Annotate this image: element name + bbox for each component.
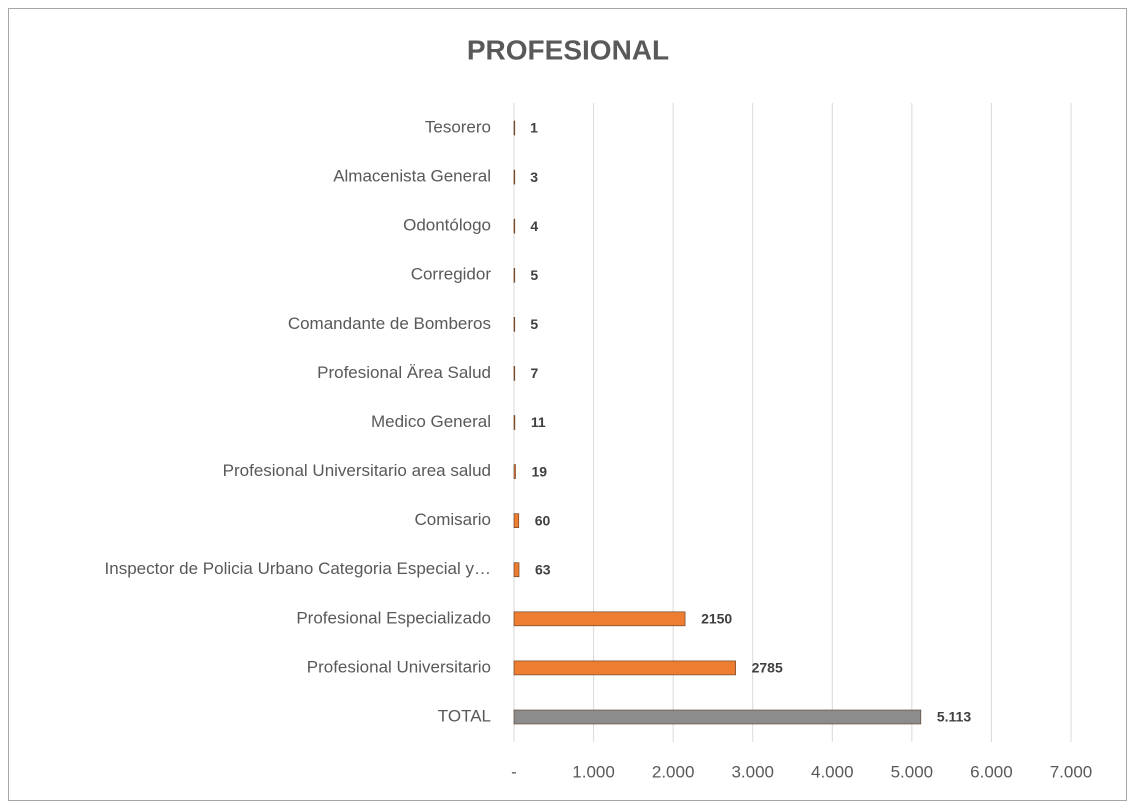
value-label: 7 xyxy=(531,365,539,381)
bar xyxy=(513,709,922,725)
bar xyxy=(513,415,516,430)
y-tick-label: Comisario xyxy=(414,510,491,529)
x-tick-label: 3.000 xyxy=(731,762,774,781)
value-label: 60 xyxy=(535,512,551,528)
bar xyxy=(513,660,736,676)
bar xyxy=(513,267,516,283)
chart-title: PROFESIONAL xyxy=(467,34,669,65)
y-tick-label: Medico General xyxy=(371,412,491,431)
chart-frame xyxy=(8,8,1127,801)
x-tick-label: - xyxy=(511,762,517,781)
value-label: 3 xyxy=(530,169,538,185)
y-tick-label: Comandante de Bomberos xyxy=(288,314,491,333)
y-tick-label: Profesional Especializado xyxy=(296,608,491,627)
value-label: 1 xyxy=(530,120,538,136)
bar xyxy=(513,513,520,528)
x-tick-label: 2.000 xyxy=(652,762,695,781)
value-label: 5 xyxy=(530,267,538,283)
y-tick-label: Profesional Ärea Salud xyxy=(317,363,491,382)
y-tick-label: Profesional Universitario xyxy=(307,657,491,676)
value-label: 5 xyxy=(530,316,538,332)
y-tick-label: TOTAL xyxy=(438,706,491,725)
x-tick-label: 1.000 xyxy=(572,762,615,781)
y-tick-label: Tesorero xyxy=(425,117,491,136)
bar xyxy=(513,218,516,234)
x-tick-label: 6.000 xyxy=(970,762,1013,781)
bar xyxy=(513,366,516,381)
bar xyxy=(513,464,516,479)
bar xyxy=(513,317,516,332)
value-label: 2150 xyxy=(701,611,732,627)
x-tick-label: 7.000 xyxy=(1050,762,1093,781)
bar xyxy=(513,611,686,627)
value-label: 11 xyxy=(531,414,546,430)
bar xyxy=(513,169,516,185)
value-label: 5.113 xyxy=(937,709,971,725)
value-label: 2785 xyxy=(752,660,783,676)
y-tick-label: Odontólogo xyxy=(403,216,491,235)
value-label: 63 xyxy=(535,561,551,577)
x-tick-label: 4.000 xyxy=(811,762,854,781)
value-label: 19 xyxy=(532,463,548,479)
y-tick-label: Almacenista General xyxy=(333,167,491,186)
bar xyxy=(513,562,520,578)
y-tick-label: Profesional Universitario area salud xyxy=(223,461,491,480)
y-tick-label: Inspector de Policia Urbano Categoria Es… xyxy=(105,559,491,578)
bar xyxy=(513,120,516,136)
x-tick-label: 5.000 xyxy=(891,762,934,781)
y-tick-label: Corregidor xyxy=(411,265,492,284)
value-label: 4 xyxy=(530,218,538,234)
